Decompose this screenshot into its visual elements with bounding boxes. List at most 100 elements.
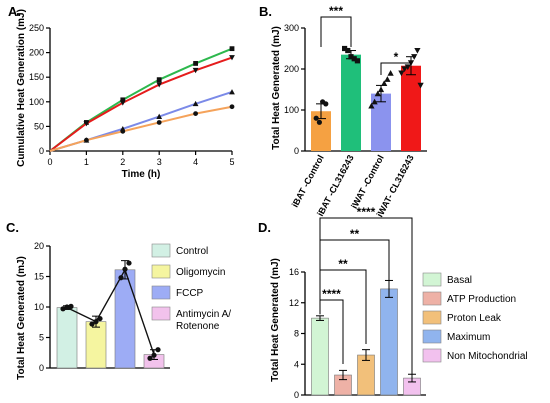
panel-b-bar: [311, 111, 331, 151]
panel-c-data-point: [151, 352, 157, 358]
panel-a-y-tick-label: 0: [39, 146, 44, 156]
panel-d-legend-label: Non Mitochondrial: [447, 351, 528, 362]
panel-a-x-tick-label: 3: [157, 157, 162, 167]
panel-a-data-point: [192, 100, 199, 107]
panel-b-bar: [341, 54, 361, 151]
panel-c-data-point: [155, 347, 161, 353]
panel-b-label: B.: [259, 4, 272, 19]
panel-c-y-tick-label: 5: [39, 333, 44, 343]
panel-a-label: A.: [8, 4, 21, 19]
panel-d-legend-label: ATP Production: [447, 294, 516, 305]
panel-c-data-point: [93, 319, 99, 325]
panel-c-legend: Control Oligomycin FCCP Antimycin A/Rotenon…: [151, 243, 231, 332]
panel-b-data-point: [313, 115, 319, 121]
panel-d-legend-swatch: [422, 272, 442, 287]
panel-b-y-tick-label: 100: [284, 105, 299, 115]
panel-c-bar: [114, 269, 136, 369]
panel-c: C. Total Heat Generated (mJ) 0 5 10 15 20 Co…: [6, 220, 231, 380]
panel-a-x-tick-label: 2: [120, 157, 125, 167]
panel-d-legend-label: Proton Leak: [447, 313, 502, 324]
panel-a-y-tick-label: 200: [29, 48, 44, 58]
panel-d-ylabel: Total Heat Generated (mJ): [270, 258, 281, 382]
panel-b-y-tick-label: 300: [284, 23, 299, 33]
panel-b-data-point: [377, 86, 385, 93]
panel-d-legend-swatch: [422, 329, 442, 344]
panel-d-y-tick-label: 12: [289, 298, 299, 308]
panel-a-data-point: [193, 61, 198, 66]
panel-d-y-tick-label: 8: [294, 329, 299, 339]
panel-d-y-tick-label: 16: [289, 267, 299, 277]
panel-c-data-point: [89, 321, 95, 327]
panel-a-data-point: [229, 104, 235, 110]
panel-d-significance-label: **: [350, 227, 360, 241]
panel-d-legend-label: Basal: [447, 275, 472, 286]
panel-b-significance-bracket: [320, 16, 352, 47]
panel-b-data-point: [371, 98, 378, 105]
panel-c-legend-label: FCCP: [176, 288, 204, 299]
panel-b-data-point: [351, 56, 357, 62]
panel-d-bars: ************: [311, 205, 421, 396]
panel-a-data-point: [119, 100, 126, 106]
panel-a-data-point: [156, 82, 163, 88]
panel-b-data-point: [414, 47, 421, 54]
panel-b-data-point: [387, 69, 394, 76]
panel-a-data-point: [229, 55, 235, 61]
panel-a-data-point: [156, 120, 162, 125]
panel-a-xlabel: Time (h): [122, 169, 161, 180]
panel-b-data-point: [381, 80, 388, 86]
panel-b: B. Total Heat Generated (mJ) 0100200300 …: [259, 4, 427, 219]
panel-c-mean-line: [66, 268, 155, 355]
panel-b-data-point: [368, 102, 375, 109]
panel-d-legend: Basal ATP Production Proton Leak Maximum Non…: [422, 272, 528, 363]
panel-c-legend-label: Oligomycin: [176, 267, 225, 278]
panel-c-legend-swatch: [151, 285, 171, 300]
panel-a-data-point: [229, 89, 235, 95]
panel-c-bars: [56, 260, 165, 369]
panel-d-y-tick-label: 4: [294, 359, 299, 369]
panel-a-data-point: [120, 97, 126, 103]
panel-c-label: C.: [6, 220, 19, 235]
panel-d-significance-label: **: [338, 257, 348, 271]
panel-c-ylabel: Total Heat Generated (mJ): [16, 256, 27, 380]
panel-b-y-tick-label: 0: [294, 146, 299, 156]
panel-b-data-point: [398, 70, 405, 77]
panel-b-data-point: [411, 54, 418, 60]
panel-d-significance-bracket: [319, 217, 413, 374]
panel-a-y-tick-label: 50: [34, 121, 44, 131]
panel-c-y-tick-label: 0: [39, 363, 44, 373]
panel-b-data-point: [342, 45, 348, 52]
panel-c-legend-swatch: [151, 243, 171, 258]
panel-b-data-point: [384, 76, 391, 82]
panel-b-ylabel: Total Heat Generated (mJ): [271, 26, 282, 150]
panel-a-data-point: [229, 46, 235, 52]
panel-a-data-point: [192, 67, 199, 74]
panel-c-data-point: [126, 260, 132, 266]
panel-b-data-point: [323, 101, 329, 107]
panel-b-data-point: [354, 58, 360, 64]
panel-b-significance-bracket: [380, 62, 412, 75]
panel-a-axes: 0 50 100 150 200 250 0 1 2 3 4 5: [29, 23, 235, 167]
panel-b-bar: [371, 93, 391, 151]
panel-c-data-point: [118, 275, 124, 281]
panel-d-legend-swatch: [422, 348, 442, 363]
panel-d-y-tick-label: 0: [294, 390, 299, 400]
panel-b-y-tick-label: 200: [284, 64, 299, 74]
panel-a-data-point: [193, 111, 199, 117]
panel-a-ylabel: Cumulative Heat Generation (mJ): [16, 9, 27, 167]
panel-a-data-point: [120, 128, 126, 134]
panel-c-y-tick-label: 20: [34, 241, 44, 251]
panel-d-bar: [311, 317, 329, 396]
panel-a-y-tick-label: 150: [29, 72, 44, 82]
panel-b-x-tick-label: iBAT -Control: [290, 153, 326, 209]
panel-b-data-point: [348, 54, 354, 60]
panel-b-bar: [401, 65, 421, 151]
panel-a: A. Cumulative Heat Generation (mJ) Time …: [8, 4, 235, 180]
panel-a-series: [49, 46, 235, 152]
panel-c-bar: [85, 321, 107, 369]
panel-c-legend-label-cont: Rotenone: [176, 321, 220, 332]
panel-a-y-tick-label: 100: [29, 97, 44, 107]
panel-c-legend-swatch: [151, 264, 171, 279]
panel-c-legend-label: Antimycin A/: [176, 309, 231, 320]
